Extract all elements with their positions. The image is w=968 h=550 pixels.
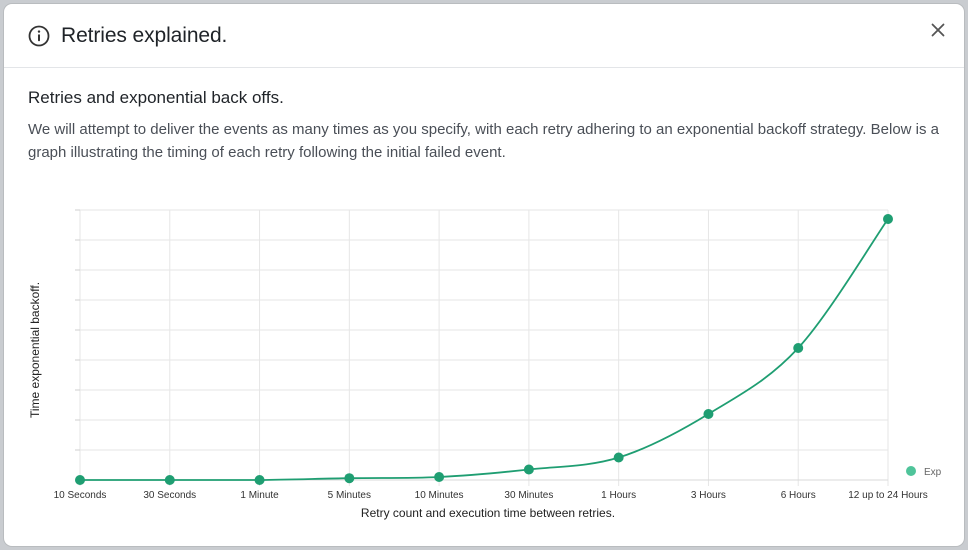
x-tick-label: 1 Hours [601,490,636,501]
x-tick-label: 3 Hours [691,490,726,501]
data-point [793,343,804,353]
data-point [254,475,265,485]
legend-label: Exp [924,467,942,478]
close-icon [931,23,945,37]
x-tick-label: 30 Seconds [143,490,196,501]
modal-body: Retries and exponential back offs. We wi… [28,88,940,164]
legend-marker [906,466,916,476]
data-point [75,475,85,485]
modal-header: Retries explained. [4,4,964,68]
x-tick-label: 6 Hours [781,490,816,501]
data-point [434,472,445,482]
data-point [613,452,624,463]
x-tick-label: 1 Minute [240,490,279,501]
x-tick-label: 10 Minutes [415,490,464,501]
section-heading: Retries and exponential back offs. [28,88,284,107]
data-point [523,464,534,475]
y-axis-label: Time exponential backoff. [28,282,42,418]
x-tick-label: 10 Seconds [54,490,107,501]
x-tick-label: 5 Minutes [328,490,371,501]
x-tick-label: 12 up to 24 Hours [848,490,928,501]
series-line-exp [79,218,889,481]
close-button[interactable] [926,18,950,42]
retries-modal: Retries explained. Retries and exponenti… [4,4,964,546]
modal-title: Retries explained. [61,23,228,47]
x-tick-label: 30 Minutes [504,490,553,501]
data-point [164,475,175,485]
data-point [344,473,355,484]
x-axis-label: Retry count and execution time between r… [361,506,615,520]
backoff-chart: 10 Seconds 30 Seconds 1 Minute 5 Minutes 10 … [28,209,942,520]
info-icon [28,25,50,47]
description-text: We will attempt to deliver the events as… [28,121,940,161]
data-point [703,409,714,419]
data-point [883,214,893,224]
